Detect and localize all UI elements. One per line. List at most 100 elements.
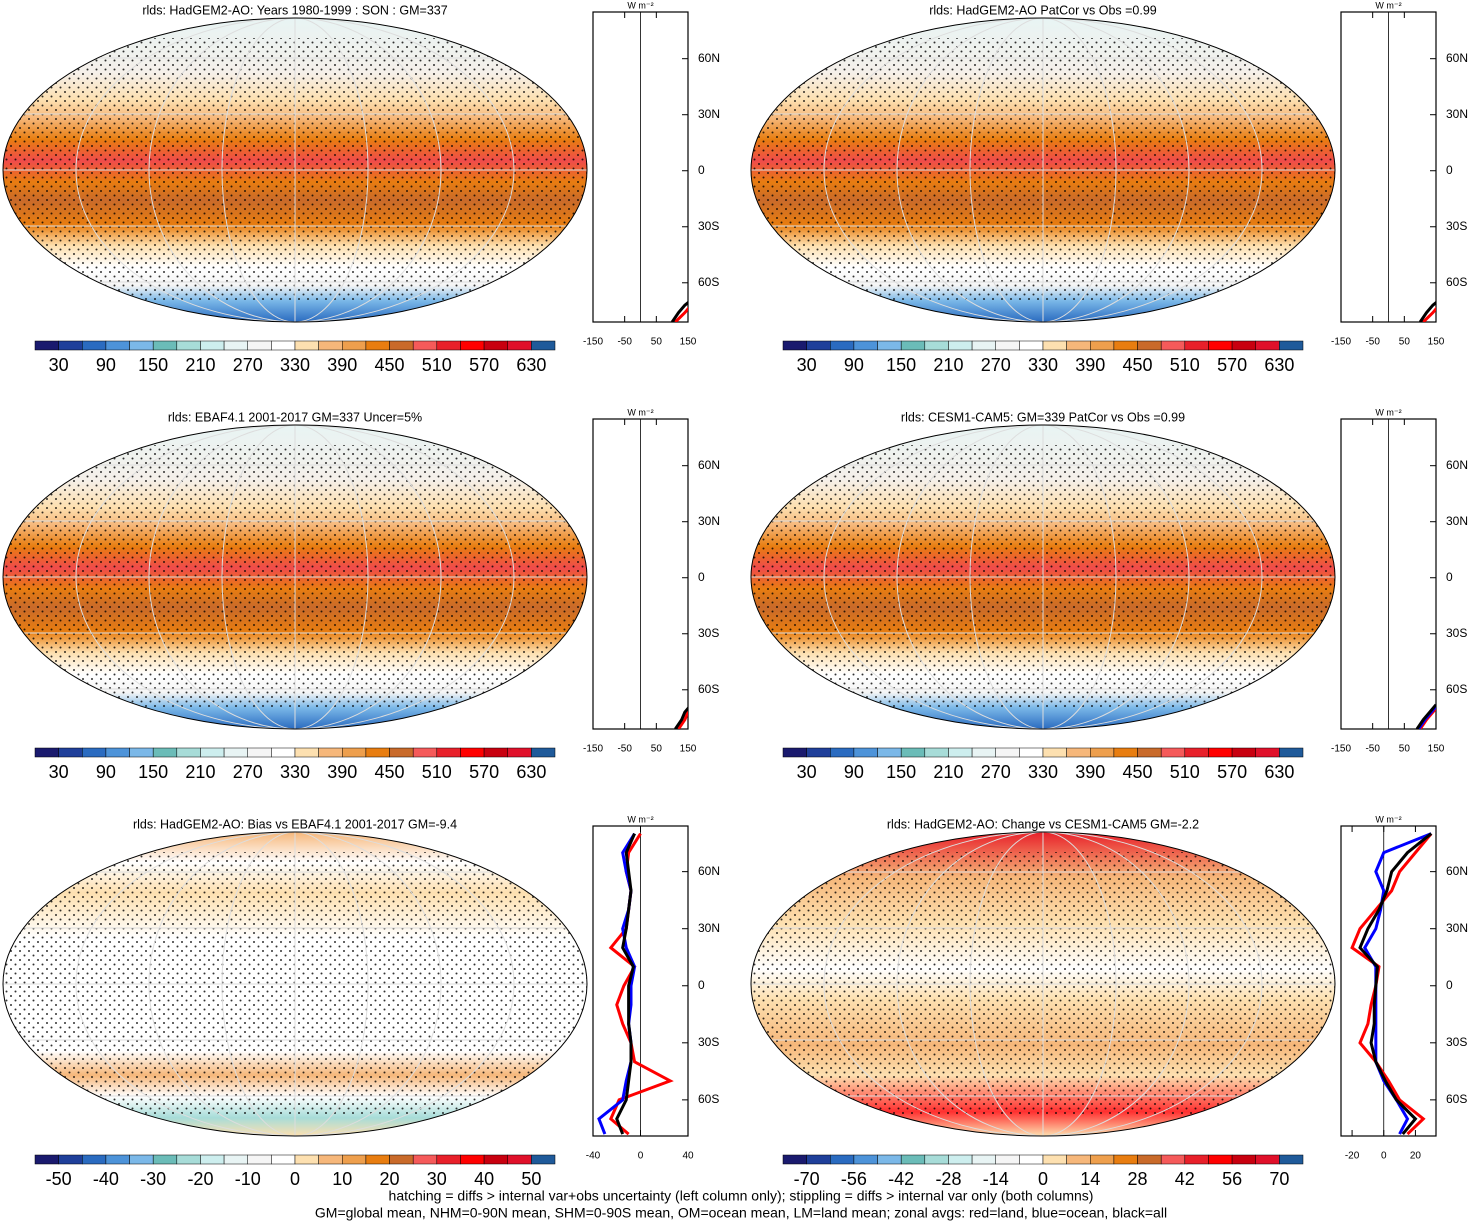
colorbar-box bbox=[924, 340, 949, 351]
colorbar-box bbox=[1231, 747, 1256, 758]
colorbar-label: 210 bbox=[933, 762, 963, 782]
colorbar-box bbox=[129, 1154, 154, 1165]
colorbar-label: 30 bbox=[49, 762, 69, 782]
colorbar-box bbox=[271, 747, 296, 758]
colorbar-box bbox=[1255, 747, 1280, 758]
colorbar-label: 210 bbox=[185, 762, 215, 782]
colorbar-box bbox=[318, 747, 343, 758]
colorbar-label: 570 bbox=[1217, 762, 1247, 782]
graticule bbox=[75, 18, 515, 322]
colorbar-box bbox=[34, 340, 59, 351]
panel-title: rlds: HadGEM2-AO: Bias vs EBAF4.1 2001-2… bbox=[133, 817, 457, 831]
colorbar-box bbox=[853, 747, 878, 758]
x-tick-label: 40 bbox=[682, 1151, 694, 1162]
y-tick-label: 60S bbox=[1446, 275, 1467, 289]
colorbar-box bbox=[1042, 1154, 1067, 1165]
colorbar-box bbox=[1090, 747, 1115, 758]
graticule bbox=[221, 425, 369, 729]
colorbar-label: 40 bbox=[474, 1169, 494, 1189]
colorbar-box bbox=[507, 747, 532, 758]
colorbar-label: -42 bbox=[888, 1169, 914, 1189]
y-tick-label: 60S bbox=[698, 1092, 719, 1106]
colorbar-box bbox=[34, 1154, 59, 1165]
y-tick-label: 30S bbox=[698, 219, 719, 233]
y-tick-label: 60N bbox=[1446, 51, 1468, 65]
colorbar-box bbox=[271, 1154, 296, 1165]
colorbar-box bbox=[200, 340, 225, 351]
colorbar-box bbox=[948, 340, 973, 351]
colorbar-box bbox=[176, 1154, 201, 1165]
map bbox=[751, 425, 1335, 729]
panel: rlds: HadGEM2-AO: Bias vs EBAF4.1 2001-2… bbox=[2, 814, 720, 1189]
colorbar-label: 70 bbox=[1269, 1169, 1289, 1189]
colorbar-box bbox=[507, 1154, 532, 1165]
colorbar-label: 390 bbox=[327, 355, 357, 375]
x-tick-label: -150 bbox=[1331, 744, 1351, 755]
colorbar-box bbox=[318, 1154, 343, 1165]
y-tick-label: 60S bbox=[1446, 1092, 1467, 1106]
graticule bbox=[823, 18, 1263, 322]
colorbar-box bbox=[531, 747, 556, 758]
colorbar-box bbox=[853, 340, 878, 351]
colorbar-box bbox=[1090, 340, 1115, 351]
colorbar-box bbox=[1208, 747, 1233, 758]
colorbar-box bbox=[483, 1154, 508, 1165]
x-tick-label: 20 bbox=[1410, 1151, 1422, 1162]
zonal-line bbox=[674, 306, 688, 322]
graticule bbox=[896, 832, 1190, 1136]
colorbar-label: 150 bbox=[138, 762, 168, 782]
graticule bbox=[221, 18, 369, 322]
colorbar-label: -28 bbox=[935, 1169, 961, 1189]
zonal-unit: W m⁻² bbox=[627, 0, 653, 10]
colorbar-box bbox=[460, 1154, 485, 1165]
colorbar-label: 10 bbox=[332, 1169, 352, 1189]
x-tick-label: -150 bbox=[583, 744, 603, 755]
colorbar-box bbox=[877, 1154, 902, 1165]
colorbar-box bbox=[152, 747, 178, 758]
panel: rlds: EBAF4.1 2001-2017 GM=337 Uncer=5% 3… bbox=[2, 407, 720, 782]
colorbar-label: 56 bbox=[1222, 1169, 1242, 1189]
colorbar-label: 150 bbox=[886, 355, 916, 375]
colorbar-label: 90 bbox=[96, 762, 116, 782]
colorbar-label: 150 bbox=[138, 355, 168, 375]
colorbar-box bbox=[1042, 747, 1067, 758]
colorbar-label: -10 bbox=[235, 1169, 261, 1189]
zonal-line bbox=[1422, 306, 1436, 322]
colorbar-box bbox=[365, 747, 390, 758]
graticule bbox=[969, 832, 1117, 1136]
colorbar-box bbox=[900, 340, 926, 351]
panel-title: rlds: HadGEM2-AO PatCor vs Obs =0.99 bbox=[929, 3, 1157, 17]
y-tick-label: 30S bbox=[1446, 626, 1467, 640]
colorbar-box bbox=[1160, 340, 1186, 351]
y-tick-label: 30N bbox=[698, 921, 720, 935]
x-tick-label: -20 bbox=[1345, 1151, 1360, 1162]
colorbar-label: 20 bbox=[380, 1169, 400, 1189]
colorbar-box bbox=[105, 1154, 130, 1165]
x-tick-label: 50 bbox=[1399, 744, 1411, 755]
colorbar-box bbox=[247, 340, 272, 351]
colorbar-label: 510 bbox=[422, 355, 452, 375]
graticule bbox=[221, 832, 369, 1136]
zonal-unit: W m⁻² bbox=[627, 814, 653, 824]
colorbar-box bbox=[176, 340, 201, 351]
panel-title: rlds: HadGEM2-AO: Change vs CESM1-CAM5 G… bbox=[887, 817, 1199, 831]
graticule bbox=[148, 425, 442, 729]
x-tick-label: 50 bbox=[651, 744, 663, 755]
panel-title: rlds: EBAF4.1 2001-2017 GM=337 Uncer=5% bbox=[168, 410, 422, 424]
colorbar-box bbox=[806, 1154, 831, 1165]
colorbar-label: 28 bbox=[1128, 1169, 1148, 1189]
colorbar-box bbox=[995, 1154, 1020, 1165]
colorbar-label: 30 bbox=[797, 355, 817, 375]
map-border bbox=[2, 424, 588, 730]
colorbar-box bbox=[460, 340, 485, 351]
colorbar-label: 450 bbox=[1123, 762, 1153, 782]
zonal-frame bbox=[1340, 825, 1437, 1137]
colorbar-box bbox=[782, 747, 807, 758]
colorbar-box bbox=[58, 340, 83, 351]
colorbar-box bbox=[365, 1154, 390, 1165]
panel: rlds: CESM1-CAM5: GM=339 PatCor vs Obs =… bbox=[750, 407, 1468, 782]
colorbar-label: 30 bbox=[49, 355, 69, 375]
y-tick-label: 0 bbox=[698, 163, 705, 177]
colorbar-label: 390 bbox=[1075, 762, 1105, 782]
colorbar-label: 0 bbox=[290, 1169, 300, 1189]
